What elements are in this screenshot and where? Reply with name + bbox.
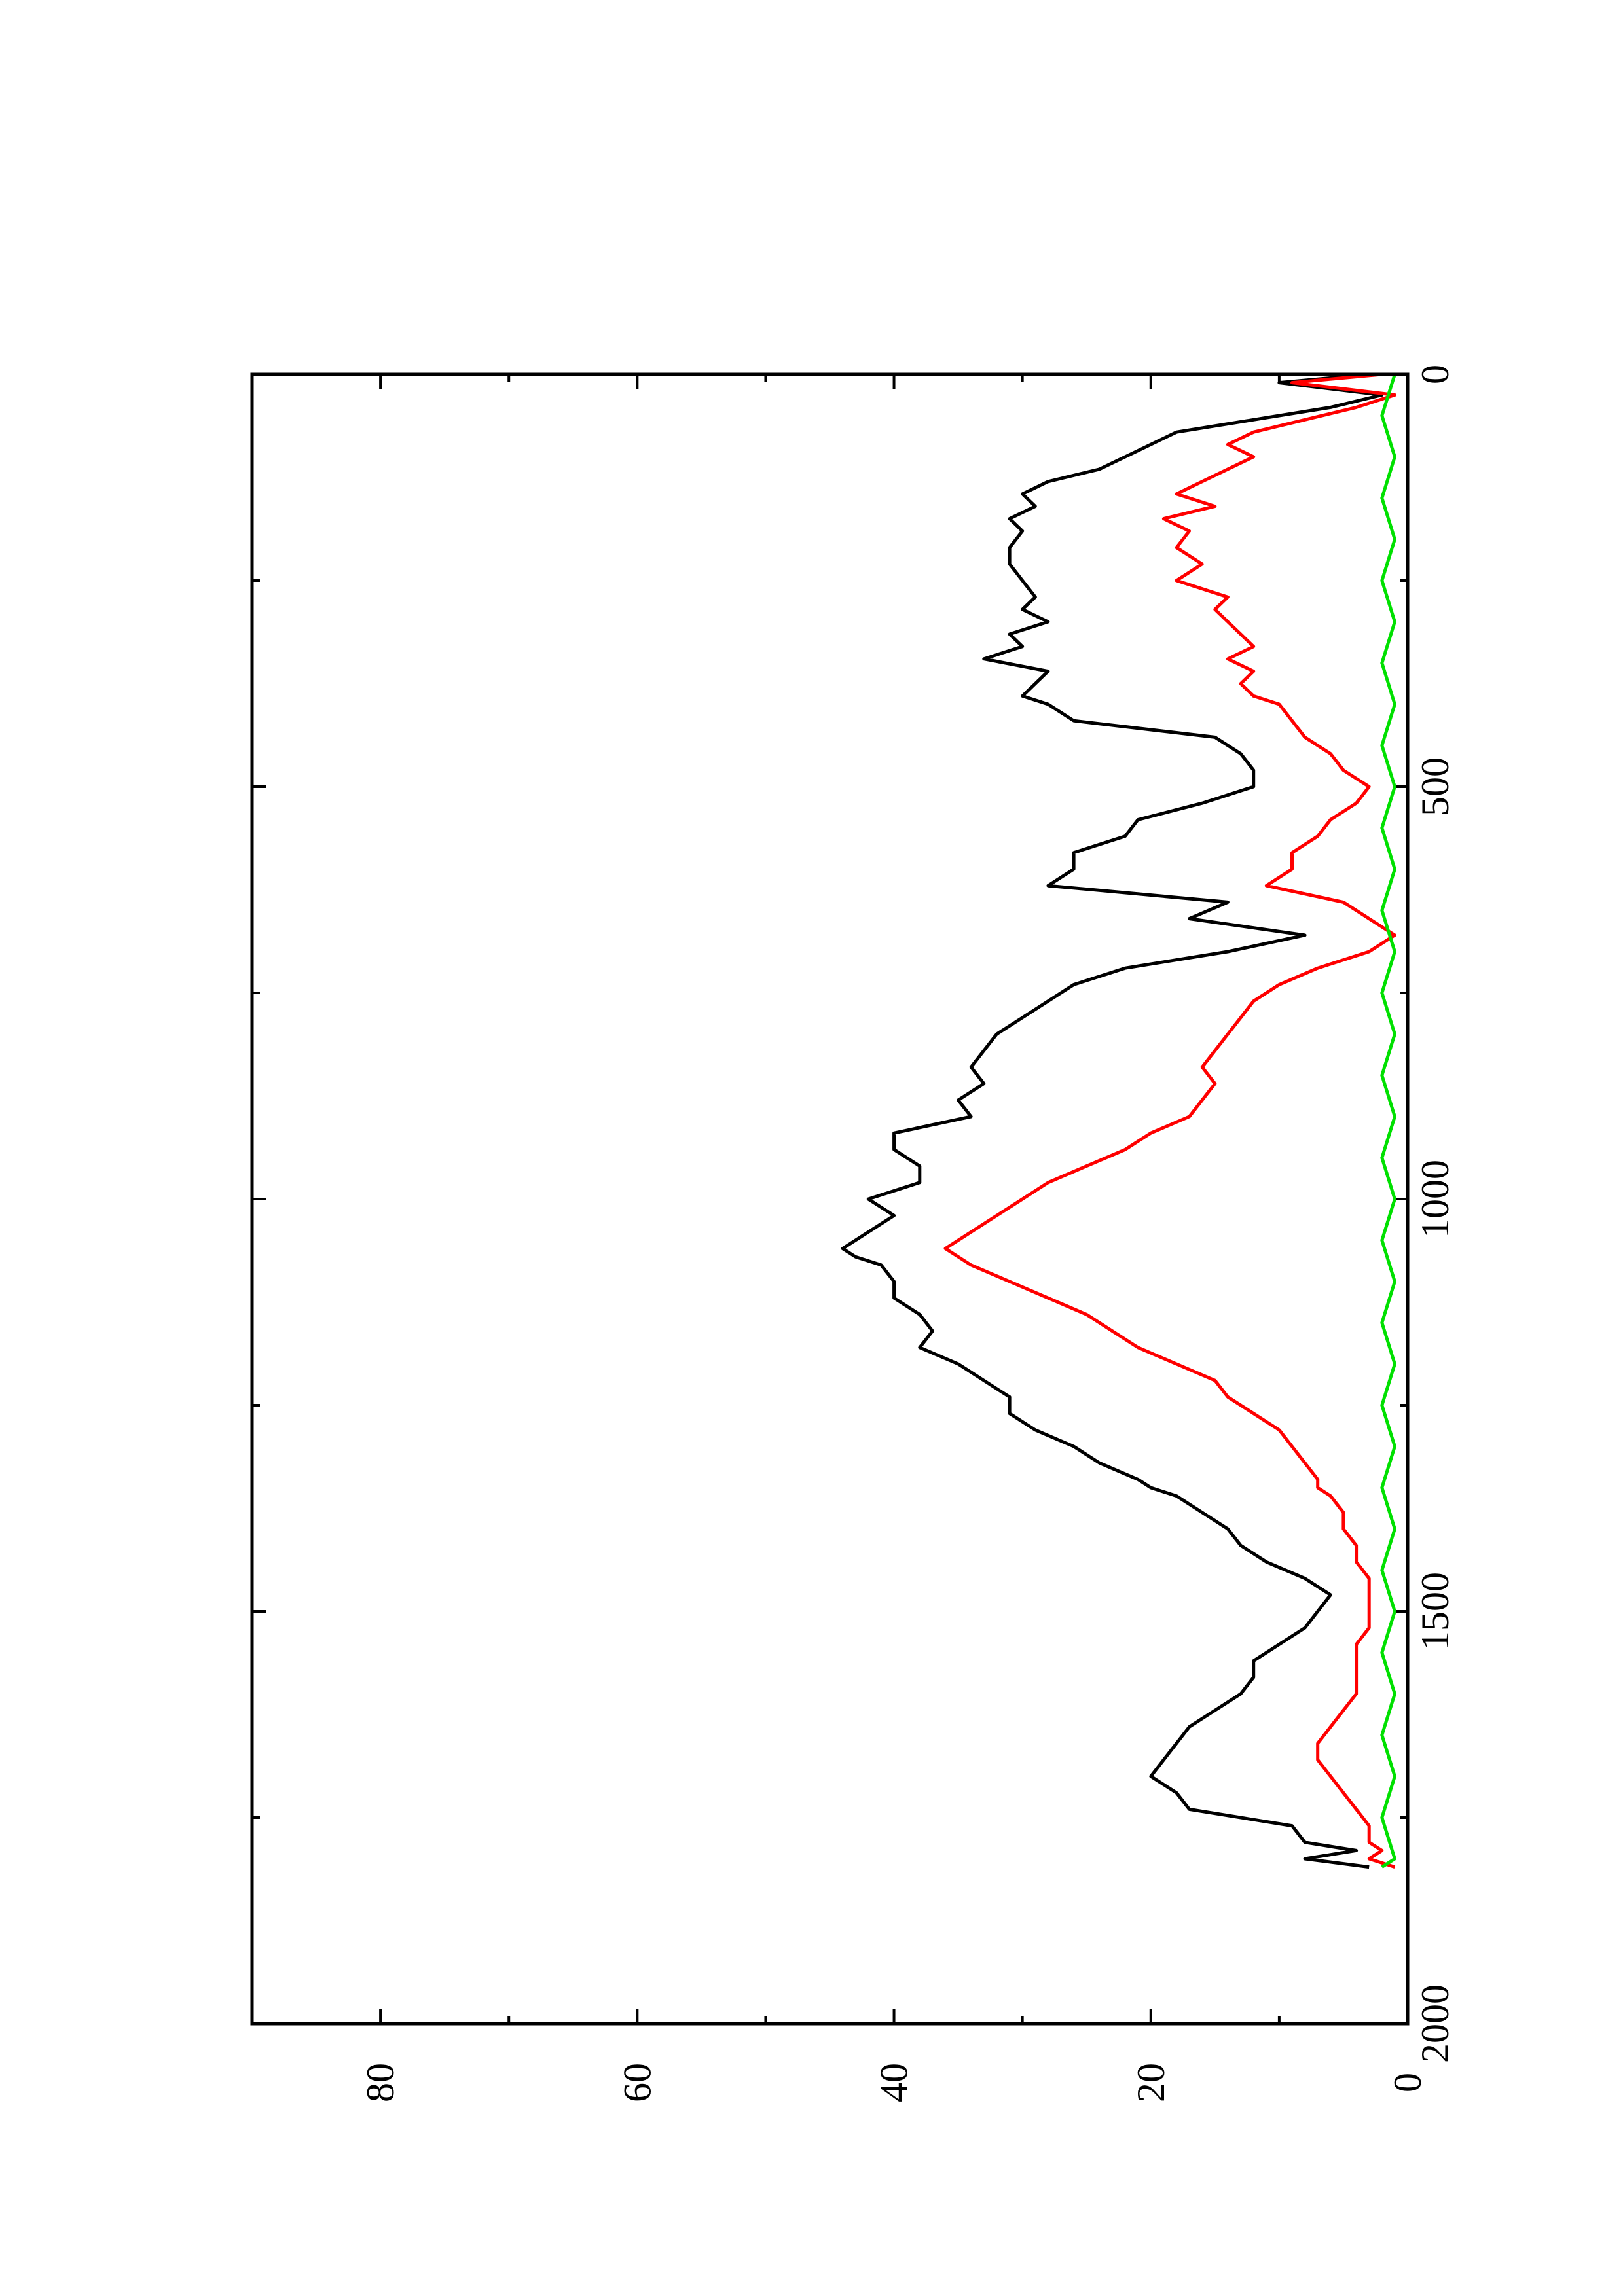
x-tick-label: 1500 bbox=[1413, 1572, 1457, 1651]
series-line-1 bbox=[841, 372, 1384, 1869]
plot-frame bbox=[250, 372, 1410, 2026]
y-tick-label: 0 bbox=[1386, 2073, 1429, 2092]
x-tick-label: 1000 bbox=[1413, 1160, 1457, 1238]
y-tick-label: 60 bbox=[615, 2063, 659, 2102]
axis-ticks bbox=[252, 373, 1409, 2025]
x-tick-label: 2000 bbox=[1413, 1984, 1457, 2063]
y-tick-label: 80 bbox=[359, 2063, 402, 2102]
series-line-2 bbox=[943, 372, 1396, 1869]
x-tick-label: 0 bbox=[1413, 365, 1457, 384]
y-tick-label: 20 bbox=[1129, 2063, 1173, 2102]
x-tick-label: 500 bbox=[1413, 757, 1457, 816]
plot-series bbox=[841, 372, 1396, 1869]
series-line-3 bbox=[1380, 374, 1396, 1869]
y-tick-label: 40 bbox=[873, 2063, 916, 2102]
tick-labels: 0 500 1000 1500 2000 0 20 40 60 80 bbox=[359, 365, 1457, 2102]
